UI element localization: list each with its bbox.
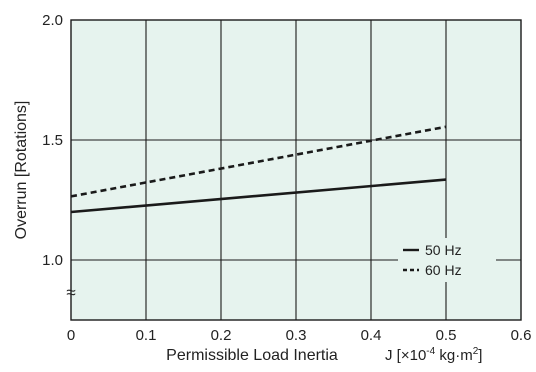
- x-tick-label: 0.3: [286, 327, 307, 344]
- legend-background: [398, 238, 496, 282]
- y-axis-break-symbol: ≈: [66, 283, 75, 302]
- x-tick-label: 0.4: [361, 327, 382, 344]
- series-lines: [70, 125, 447, 214]
- legend: 50 Hz 60 Hz: [403, 242, 462, 278]
- unit-kg-m: kg·m: [435, 347, 473, 364]
- x-tick-label: 0: [67, 327, 75, 344]
- x-tick-label: 0.6: [511, 327, 532, 344]
- legend-label: 50 Hz: [425, 242, 462, 258]
- unit-main: ×10: [401, 347, 426, 364]
- x-axis-unit: J [×10-4 kg·m2]: [385, 346, 482, 364]
- x-tick-labels: 0 0.1 0.2 0.3 0.4 0.5 0.6: [67, 327, 532, 344]
- unit-prefix: J [: [385, 347, 402, 364]
- y-axis-label: Overrun [Rotations]: [13, 101, 30, 240]
- series-line-60-hz: [70, 125, 447, 198]
- y-tick-labels: 1.0 1.5 2.0: [42, 12, 63, 269]
- unit-close-bracket: ]: [478, 347, 482, 364]
- legend-label: 60 Hz: [425, 262, 462, 278]
- y-tick-label: 2.0: [42, 12, 63, 29]
- unit-exponent: -4: [426, 346, 435, 357]
- x-tick-label: 0.5: [436, 327, 457, 344]
- x-tick-label: 0.2: [211, 327, 232, 344]
- x-tick-label: 0.1: [136, 327, 157, 344]
- x-axis-label: Permissible Load Inertia: [166, 347, 338, 364]
- y-tick-label: 1.5: [42, 132, 63, 149]
- y-tick-label: 1.0: [42, 252, 63, 269]
- unit-exponent-2: 2: [473, 346, 479, 357]
- series-line-50-hz: [70, 178, 447, 214]
